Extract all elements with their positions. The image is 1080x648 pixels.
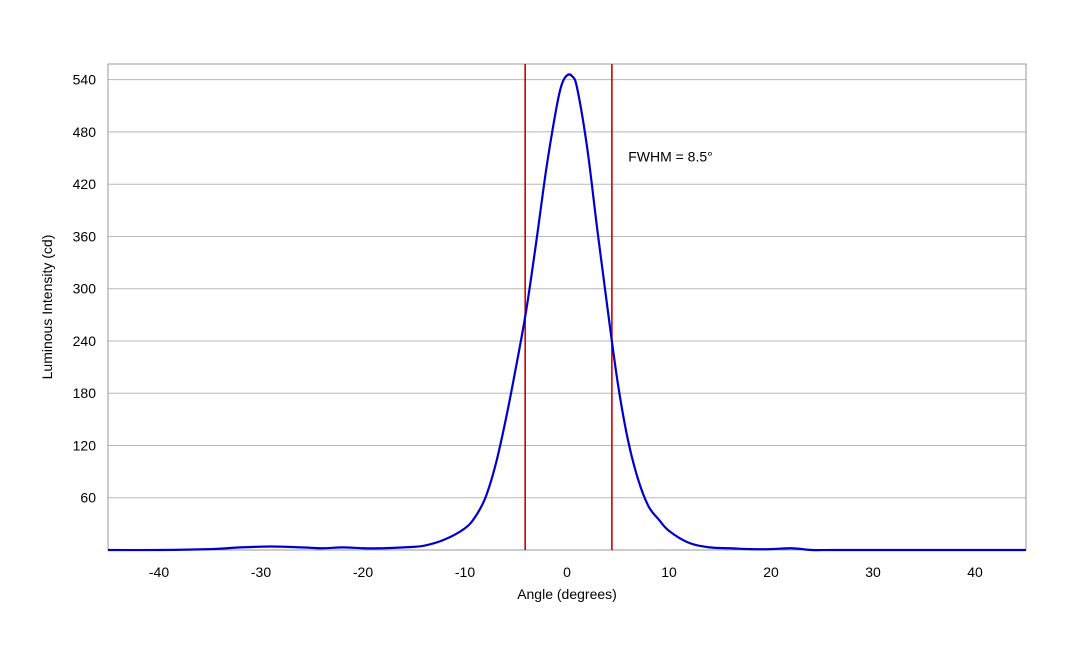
y-axis-ticks: 60 120 180 240 300 360 420 480 540 (73, 72, 97, 506)
y-tick-label: 60 (80, 490, 96, 506)
grid-layer (108, 79, 1026, 499)
y-tick-label: 120 (73, 437, 97, 453)
x-tick-label: 20 (763, 564, 779, 580)
intensity-curve (107, 73, 1026, 552)
y-tick-label: 240 (73, 333, 97, 349)
x-tick-label: 10 (661, 564, 677, 580)
y-tick-label: 540 (73, 72, 97, 88)
y-tick-label: 480 (73, 124, 97, 140)
x-tick-label: -10 (455, 564, 475, 580)
x-tick-label: 0 (563, 564, 571, 580)
x-axis-title: Angle (degrees) (517, 586, 617, 602)
fwhm-annotation: FWHM = 8.5° (628, 148, 713, 164)
y-tick-label: 180 (73, 385, 97, 401)
x-tick-label: -30 (251, 564, 271, 580)
y-tick-label: 420 (73, 176, 97, 192)
x-axis-ticks: -40 -30 -20 -10 0 10 20 30 40 (149, 564, 983, 580)
x-tick-label: -20 (353, 564, 373, 580)
x-tick-label: -40 (149, 564, 169, 580)
y-tick-label: 300 (73, 281, 97, 297)
fwhm-lines (524, 64, 613, 550)
series-layer (107, 73, 1026, 552)
x-tick-label: 30 (865, 564, 881, 580)
y-tick-label: 360 (73, 228, 97, 244)
plot-frame (107, 63, 1027, 551)
y-axis-title: Luminous Intensity (cd) (39, 235, 55, 380)
x-tick-label: 40 (967, 564, 983, 580)
